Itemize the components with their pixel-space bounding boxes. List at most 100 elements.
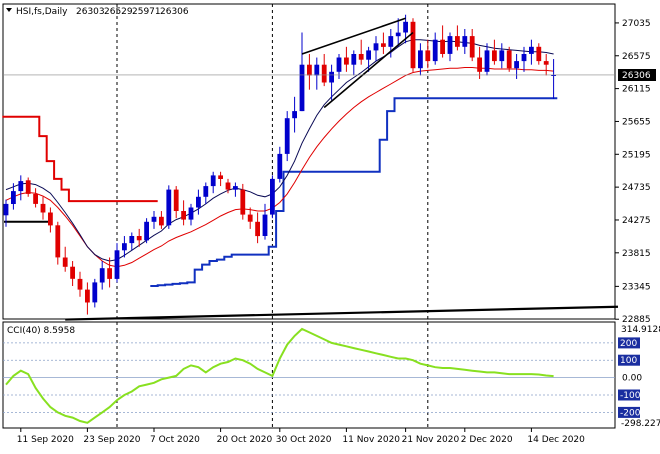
candle-body <box>62 257 68 267</box>
candle <box>11 183 16 210</box>
close-readout: 26306 <box>160 7 189 17</box>
candle <box>225 178 231 194</box>
price-tick-label: 24735 <box>622 183 651 193</box>
candle-body <box>484 50 490 72</box>
price-tick-label: 26115 <box>622 85 651 95</box>
trailing-stop-lines <box>2 97 558 287</box>
symbol-label: HSI,fs,Daily <box>16 7 68 17</box>
candle <box>262 203 268 240</box>
cci-level-box <box>618 337 640 349</box>
candle-body <box>292 111 297 119</box>
candle-body <box>3 203 9 216</box>
candle <box>543 53 549 76</box>
candle-body <box>358 54 364 60</box>
cci-level-label: -100 <box>620 391 641 401</box>
cci-level-box <box>618 354 640 366</box>
candle <box>358 39 364 65</box>
candle-body <box>188 207 194 220</box>
candle-body <box>284 118 290 154</box>
candle <box>247 207 253 229</box>
candle <box>210 171 216 194</box>
trendline <box>301 17 406 55</box>
candle <box>373 36 379 62</box>
candle <box>329 64 334 101</box>
cci-min-label: -298.227 <box>621 419 660 429</box>
candle-body <box>233 186 238 190</box>
date-tick-label: 20 Oct 2020 <box>217 435 273 445</box>
candle <box>307 53 312 90</box>
candle <box>284 111 290 162</box>
candle-body <box>425 50 431 62</box>
high-readout: 26529 <box>104 7 133 17</box>
candle-body <box>203 186 209 197</box>
long-moving-average <box>4 220 619 321</box>
candle <box>410 18 416 72</box>
candle-body <box>18 181 24 192</box>
candle <box>388 28 394 58</box>
candle-body <box>529 46 534 54</box>
candle <box>321 53 327 87</box>
candle <box>469 28 475 62</box>
candle-body <box>543 61 549 65</box>
candle-body <box>506 50 512 69</box>
candle <box>85 282 90 315</box>
candle-body <box>218 175 223 179</box>
price-tick-label: 24275 <box>622 216 651 226</box>
candle-body <box>307 64 312 76</box>
candle <box>455 25 460 51</box>
cci-level-label: 100 <box>620 356 637 366</box>
candle <box>122 236 127 258</box>
candle-body <box>255 221 260 237</box>
cci-plot: 200 100 0.00 -100 -200 <box>3 327 642 424</box>
candle-body <box>196 196 201 208</box>
price-tick-label: 26575 <box>622 52 651 62</box>
moving-averages <box>5 39 554 268</box>
date-axis: 11 Sep 2020 23 Sep 2020 7 Oct 2020 20 Oct 2… <box>17 428 585 445</box>
candle-body <box>262 214 268 236</box>
candle <box>129 232 135 251</box>
candle-body <box>33 193 38 204</box>
candle-body <box>381 43 386 47</box>
cci-level-box <box>618 406 640 418</box>
price-axis: 27035 26575 26115 25655 25195 24735 24275 23815… <box>3 19 651 325</box>
candle <box>344 46 349 72</box>
candle <box>136 228 142 247</box>
candle-body <box>329 71 334 83</box>
price-tick-label: 27035 <box>622 19 651 29</box>
candle <box>447 32 453 62</box>
candle-body <box>144 221 149 241</box>
candle <box>18 175 24 201</box>
candle-body <box>492 50 497 62</box>
candle <box>440 25 445 58</box>
candle <box>462 28 468 54</box>
candle <box>144 218 149 244</box>
cci-line <box>5 327 554 424</box>
price-tick-label: 22885 <box>622 315 651 325</box>
candle-body <box>40 203 46 213</box>
candle <box>151 211 157 229</box>
candle <box>521 46 527 72</box>
fast-moving-average-line <box>5 39 554 262</box>
candle <box>107 257 112 288</box>
candle <box>203 182 209 204</box>
candle-body <box>395 32 401 37</box>
candle <box>292 96 297 133</box>
date-tick-label: 23 Sep 2020 <box>83 435 140 445</box>
candle-body <box>247 214 253 222</box>
candle <box>173 186 179 219</box>
candle-body <box>136 236 142 241</box>
candle-body <box>514 61 519 69</box>
candle-body <box>536 46 542 62</box>
candle-body <box>92 282 98 303</box>
candle-body <box>129 236 135 244</box>
candle-body <box>173 189 179 211</box>
last-price-box <box>618 69 656 81</box>
candle-body <box>521 54 527 62</box>
trendline <box>323 31 414 109</box>
candle <box>233 182 238 197</box>
candle <box>40 196 46 220</box>
candle-body <box>366 50 371 60</box>
collapse-triangle-icon[interactable] <box>6 8 12 12</box>
cci-max-label: 314.9128 <box>621 325 660 335</box>
